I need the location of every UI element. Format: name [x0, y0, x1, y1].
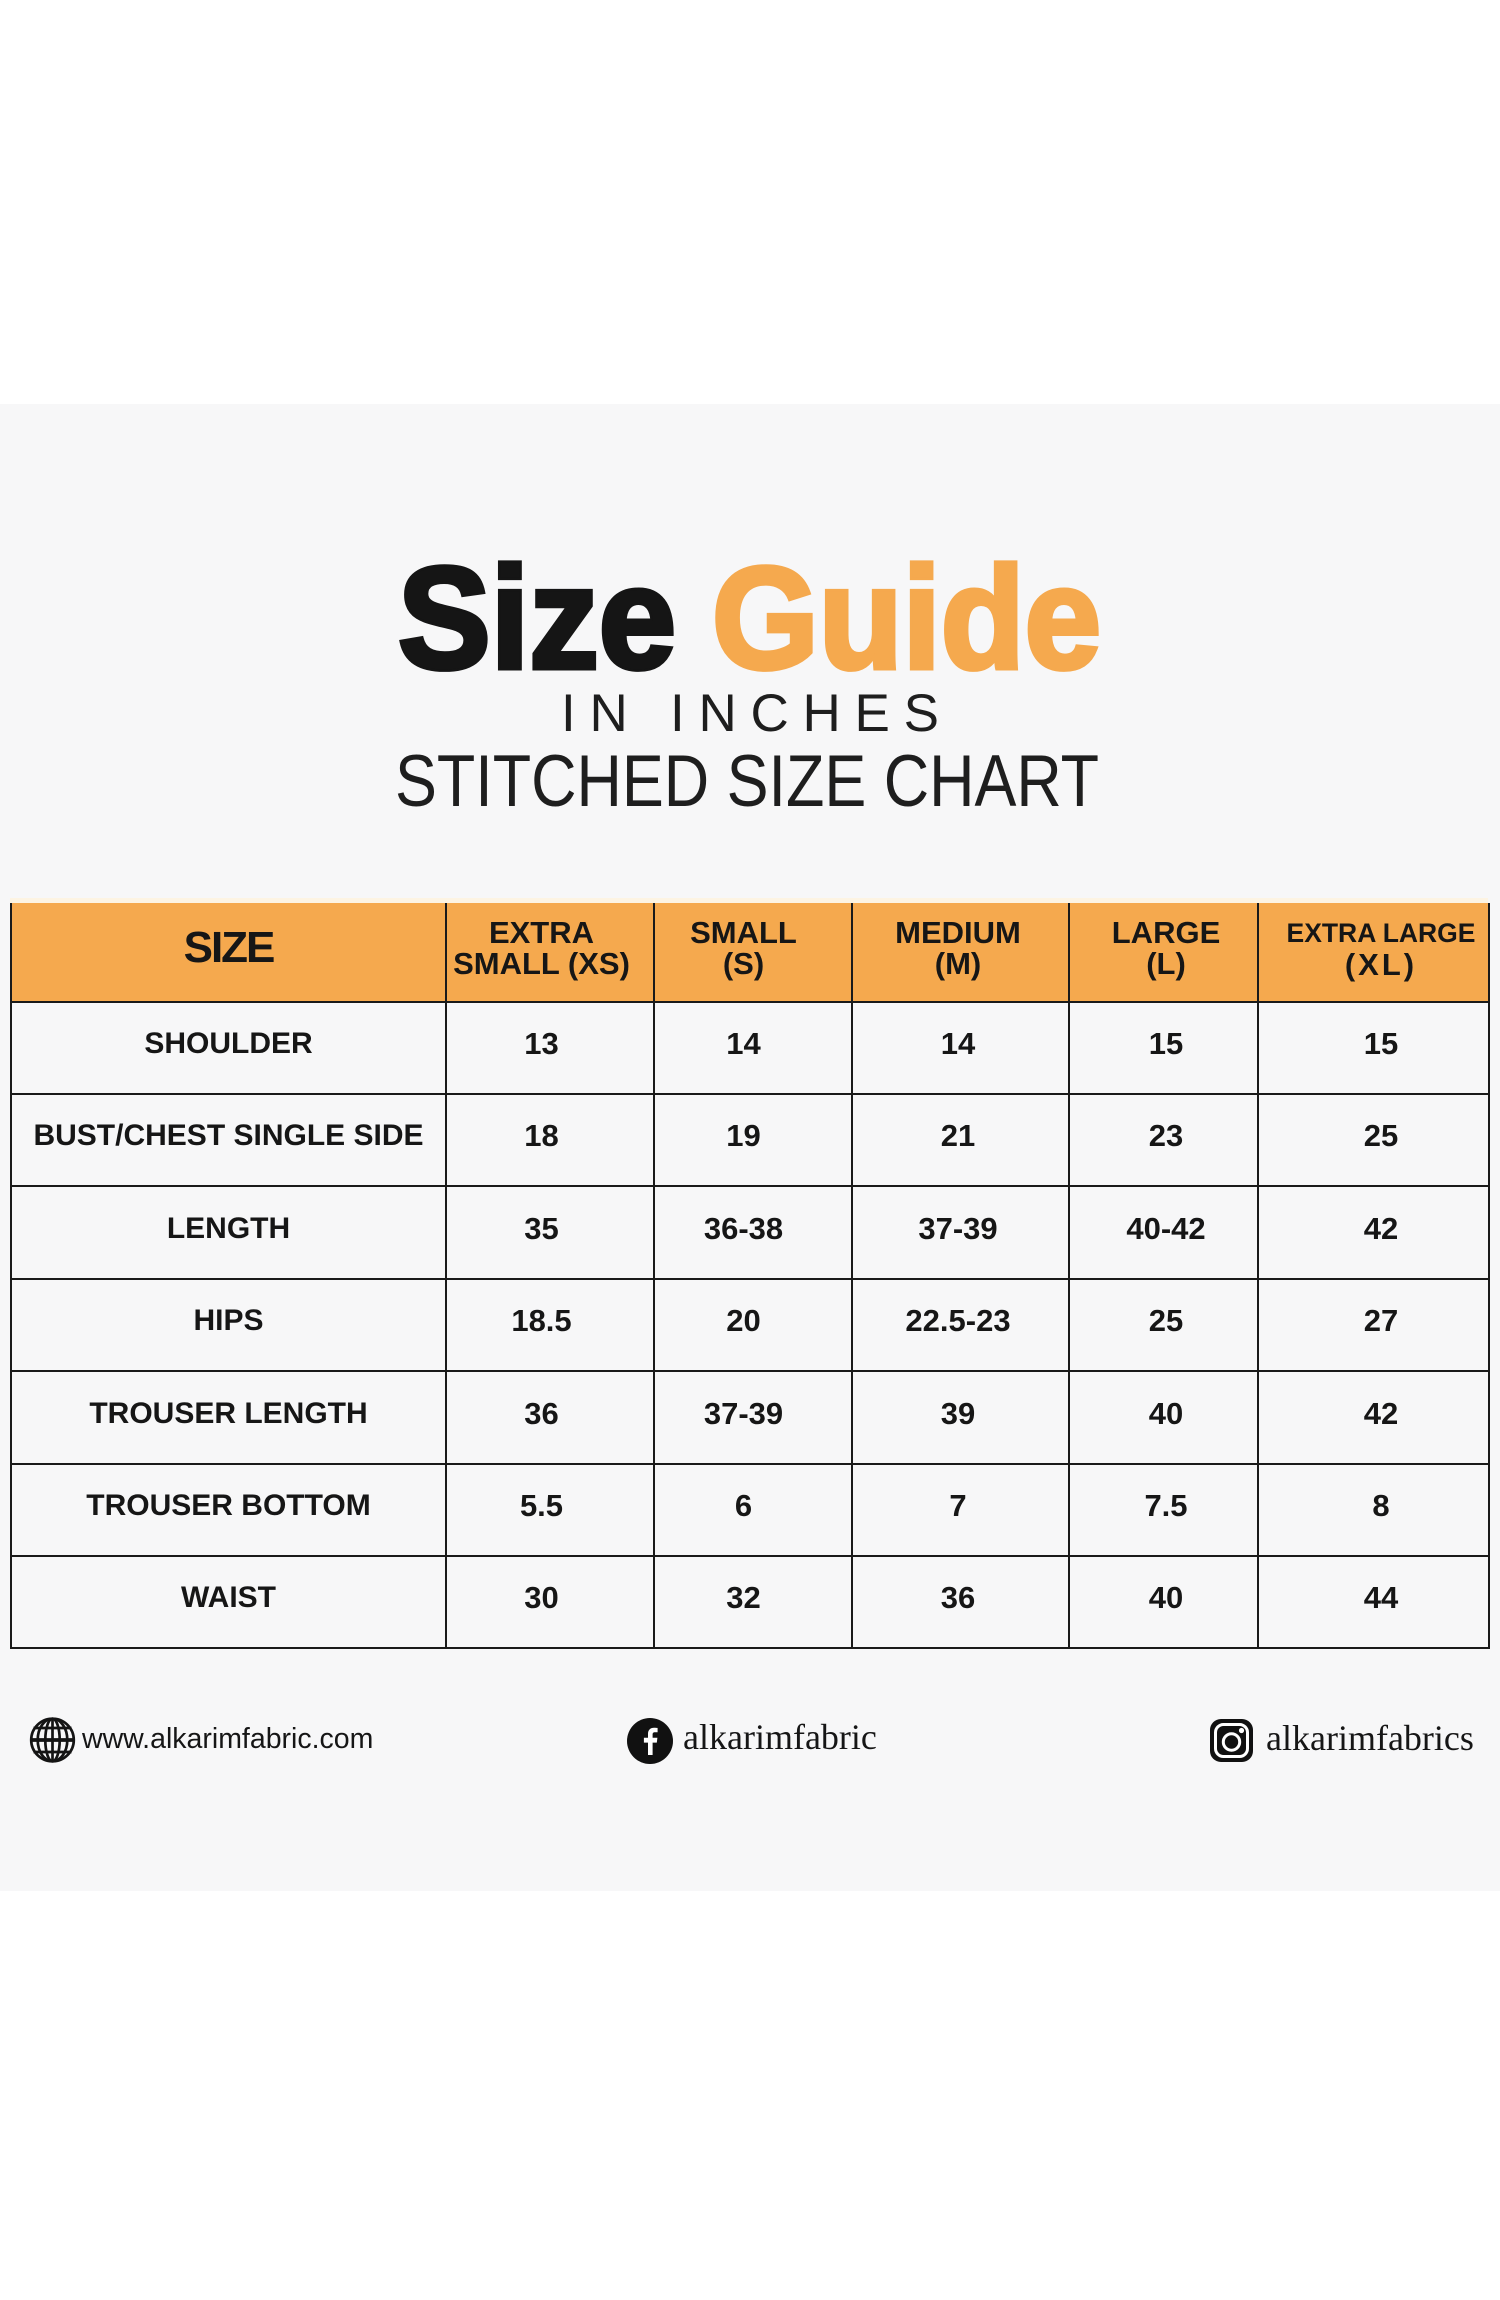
svg-text:Guide: Guide — [712, 537, 1101, 699]
svg-text:STITCHED SIZE CHART: STITCHED SIZE CHART — [395, 741, 1099, 822]
svg-text:Size: Size — [398, 537, 676, 699]
svg-text:IN INCHES: IN INCHES — [561, 684, 939, 743]
